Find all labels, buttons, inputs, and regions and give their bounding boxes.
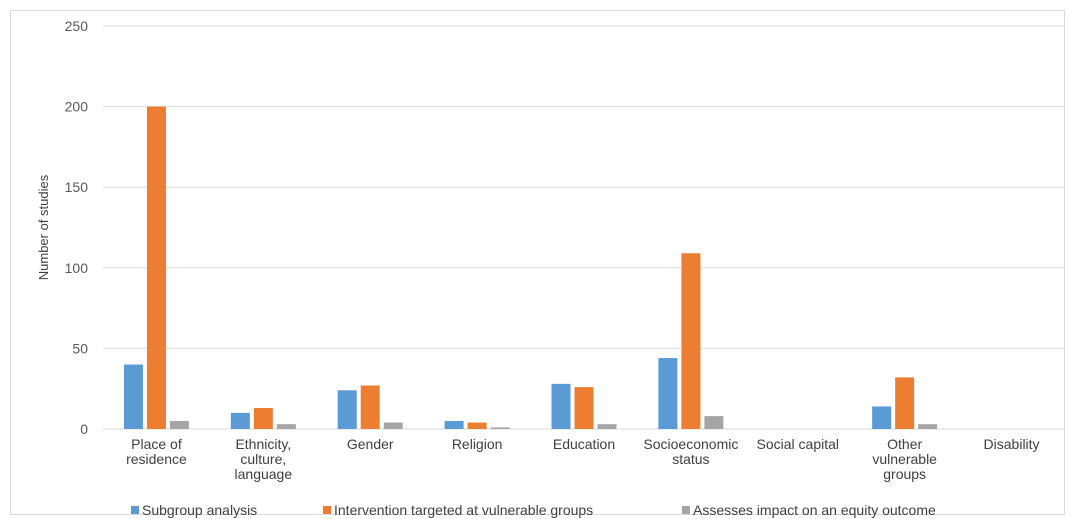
bar: [895, 377, 915, 429]
x-tick-label: Education: [553, 436, 615, 452]
x-tick-label: Other vulnerable groups: [872, 436, 937, 482]
x-tick-label: Place of residence: [126, 436, 187, 467]
bar: [444, 420, 464, 429]
gridlines: [103, 25, 1065, 430]
bar: [681, 253, 701, 429]
y-tick-label: 50: [72, 340, 88, 356]
bar: [597, 424, 617, 429]
chart-frame: [10, 10, 1065, 515]
bar: [276, 424, 296, 429]
bar: [918, 424, 938, 429]
legend: Subgroup analysis Intervention targeted a…: [131, 502, 936, 518]
legend-swatch: [682, 506, 690, 514]
y-tick-label: 100: [65, 260, 89, 276]
legend-label: Assesses impact on an equity outcome: [693, 502, 936, 518]
y-axis-ticks: 0 50 100 150 200 250: [65, 18, 89, 437]
x-tick-label: Religion: [452, 436, 503, 452]
bar: [146, 106, 166, 429]
bar: [337, 390, 357, 429]
bar: [658, 358, 678, 429]
bar: [253, 408, 273, 429]
legend-label: Intervention targeted at vulnerable grou…: [334, 502, 593, 518]
bar: [123, 364, 143, 429]
bar: [872, 406, 892, 429]
bar: [551, 383, 571, 429]
x-axis-labels: Place of residence Ethnicity, culture, langu…: [126, 436, 1039, 482]
y-tick-label: 150: [65, 179, 89, 195]
x-tick-label: Socioeconomic status: [643, 436, 738, 467]
x-tick-label: Gender: [347, 436, 394, 452]
x-tick-label: Ethnicity, culture, language: [235, 436, 293, 482]
bar: [467, 422, 487, 429]
x-tick-label: Social capital: [757, 436, 840, 452]
bar: [574, 387, 594, 429]
bars: [123, 106, 938, 429]
bar: [230, 412, 250, 429]
y-tick-label: 200: [65, 99, 89, 115]
legend-swatch: [323, 506, 331, 514]
bar: [169, 420, 189, 429]
legend-label: Subgroup analysis: [142, 502, 257, 518]
y-tick-label: 250: [65, 18, 89, 34]
y-tick-label: 0: [80, 421, 88, 437]
bar: [383, 422, 403, 429]
y-axis-title: Number of studies: [36, 174, 51, 280]
x-tick-label: Disability: [984, 436, 1040, 452]
bar: [704, 416, 724, 429]
bar: [490, 427, 510, 429]
bar: [360, 385, 380, 429]
legend-swatch: [131, 506, 139, 514]
